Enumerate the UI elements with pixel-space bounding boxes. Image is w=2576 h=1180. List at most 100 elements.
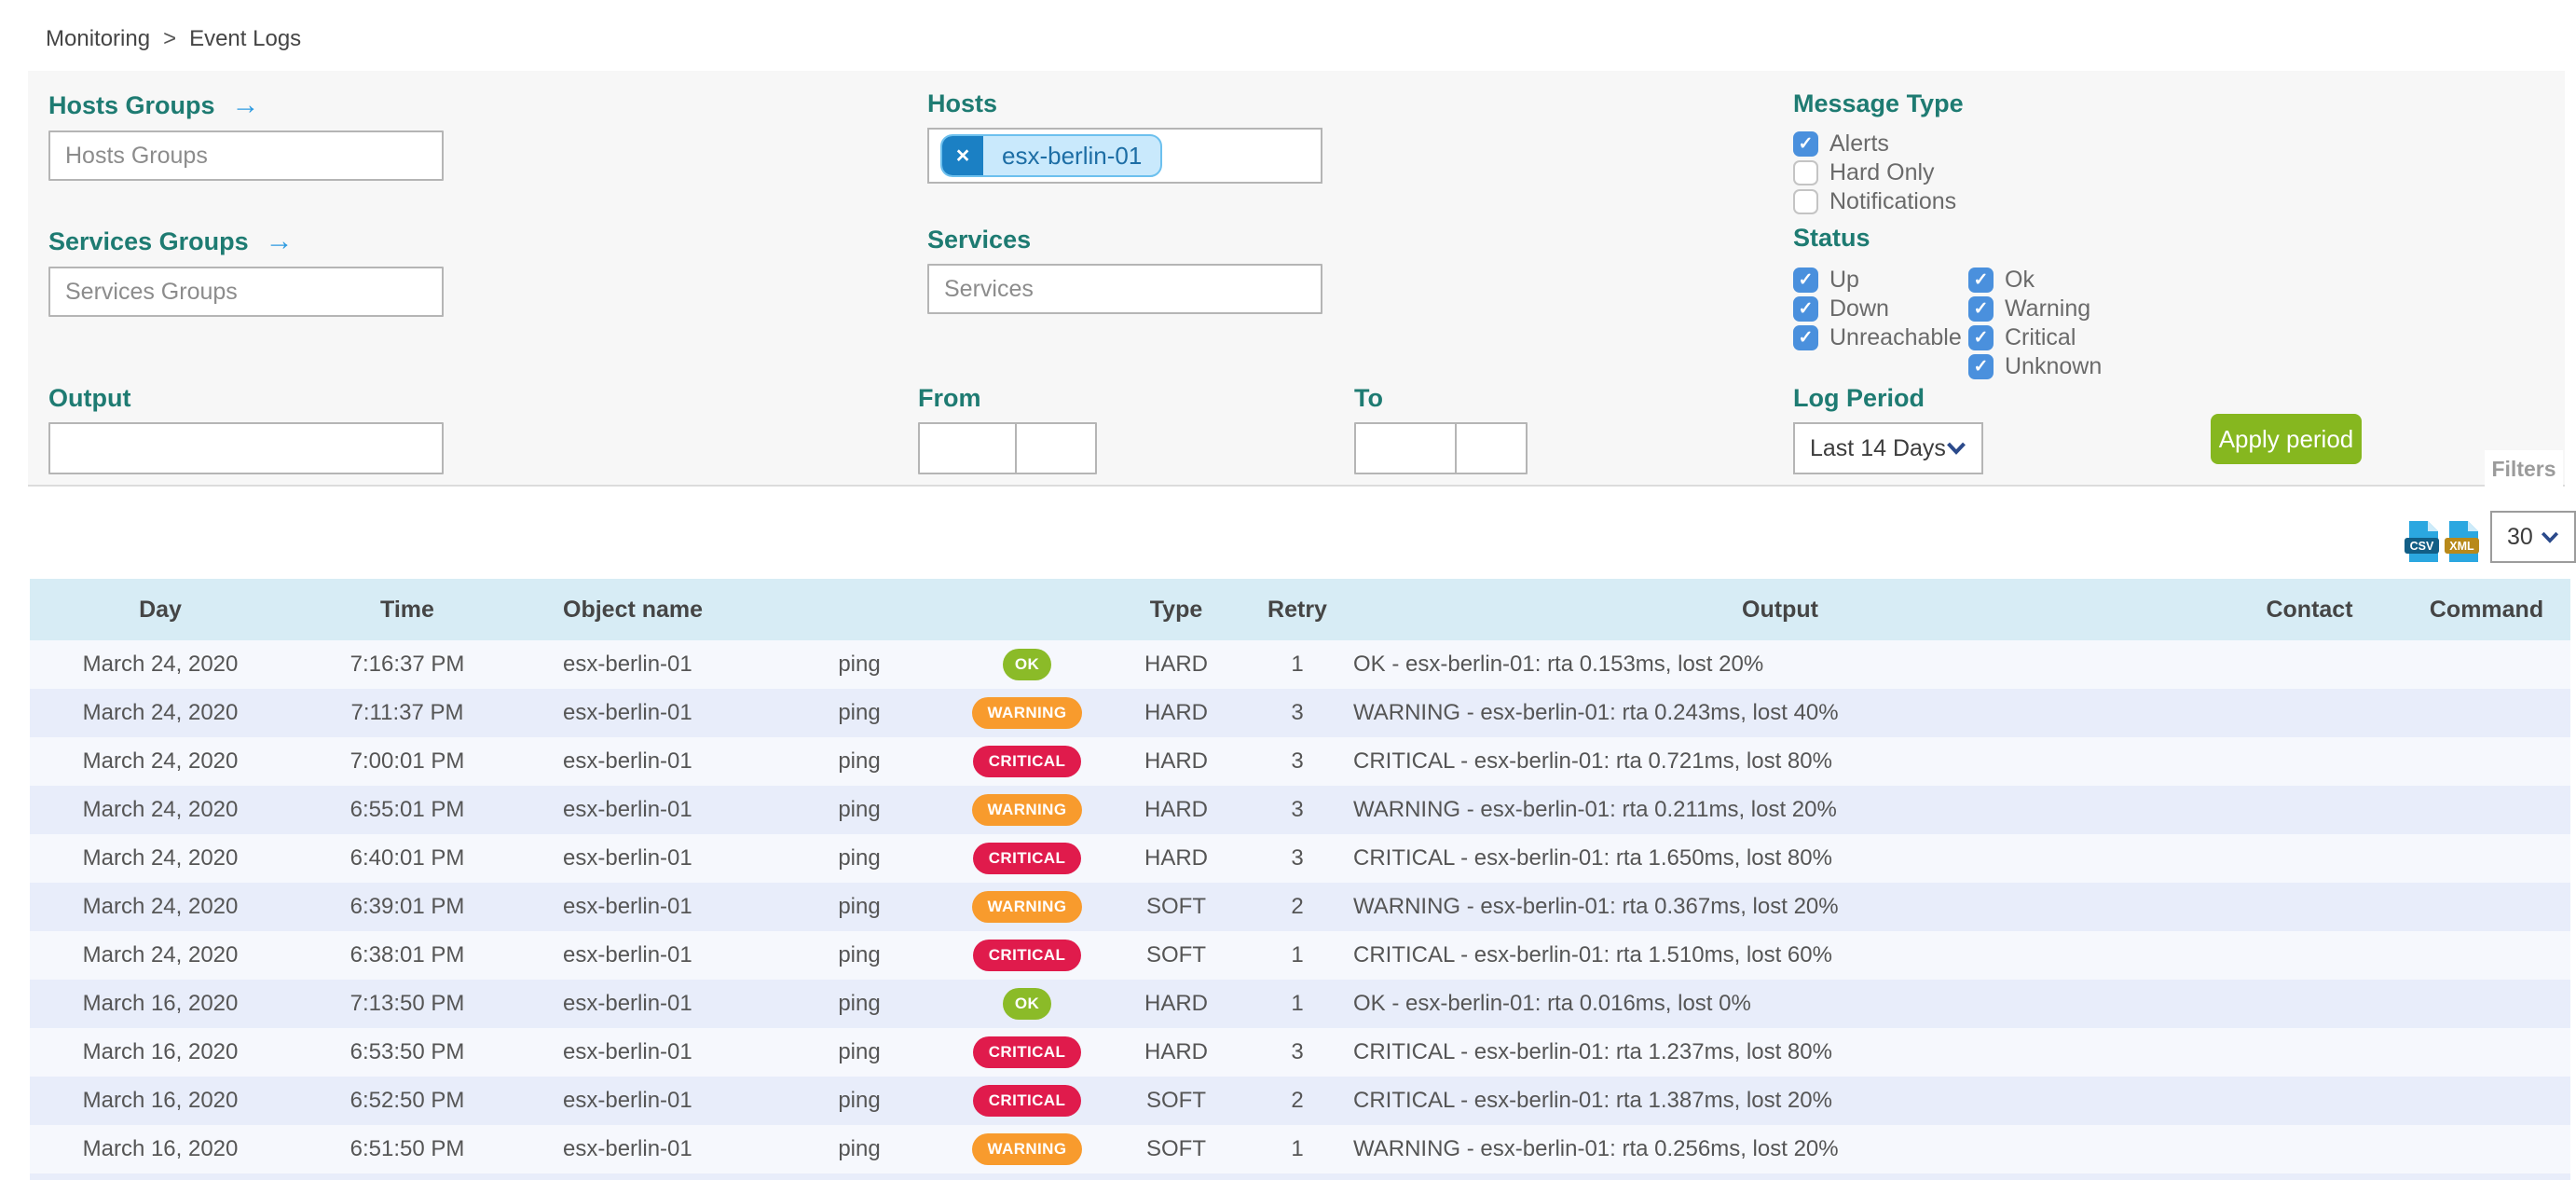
checkbox-up[interactable]: ✓ Up bbox=[1793, 266, 1968, 295]
checkbox-unreachable[interactable]: ✓ Unreachable bbox=[1793, 323, 1968, 352]
cell-service[interactable]: ping bbox=[838, 1039, 881, 1064]
checkbox-label: Down bbox=[1829, 295, 1889, 322]
hosts-input[interactable]: × esx-berlin-01 bbox=[927, 128, 1322, 184]
cell-object-name[interactable]: esx-berlin-01 bbox=[563, 1136, 692, 1161]
to-time-input[interactable] bbox=[1455, 422, 1528, 474]
checkbox-label: Alerts bbox=[1829, 130, 1889, 157]
cell-service[interactable]: ping bbox=[838, 991, 881, 1016]
checkbox-hard-only[interactable]: ✓ Hard Only bbox=[1793, 158, 1964, 187]
cell-service[interactable]: ping bbox=[838, 797, 881, 822]
arrow-right-icon[interactable]: → bbox=[265, 226, 294, 256]
cell-object-name[interactable]: esx-berlin-01 bbox=[563, 1088, 692, 1113]
cell-service[interactable]: ping bbox=[838, 942, 881, 967]
log-period-select[interactable]: Last 14 Days bbox=[1793, 422, 1983, 474]
cell-service[interactable]: ping bbox=[838, 748, 881, 774]
cell-object-name[interactable]: esx-berlin-01 bbox=[563, 700, 692, 725]
header-retry[interactable]: Retry bbox=[1267, 596, 1327, 623]
checkbox[interactable]: ✓ bbox=[1793, 189, 1818, 214]
table-row[interactable]: March 24, 2020 6:40:01 PM esx-berlin-01 … bbox=[30, 834, 2570, 883]
to-date-input[interactable] bbox=[1354, 422, 1457, 474]
checkbox-warning[interactable]: ✓ Warning bbox=[1968, 295, 2102, 323]
arrow-right-icon[interactable]: → bbox=[231, 89, 260, 120]
table-row[interactable]: March 16, 2020 6:51:50 PM esx-berlin-01 … bbox=[30, 1125, 2570, 1173]
checkbox-alerts[interactable]: ✓ Alerts bbox=[1793, 130, 1964, 158]
cell-status: WARNING bbox=[952, 794, 1102, 826]
header-command[interactable]: Command bbox=[2429, 596, 2544, 623]
services-input[interactable] bbox=[927, 264, 1322, 314]
cell-object-name[interactable]: esx-berlin-01 bbox=[563, 991, 692, 1016]
cell-service[interactable]: ping bbox=[838, 1088, 881, 1113]
checkbox[interactable]: ✓ bbox=[1968, 354, 1994, 379]
table-row[interactable]: March 16, 2020 6:53:50 PM esx-berlin-01 … bbox=[30, 1028, 2570, 1077]
header-output[interactable]: Output bbox=[1742, 596, 1818, 623]
services-groups-input[interactable] bbox=[48, 267, 444, 317]
table-row[interactable]: March 24, 2020 6:55:01 PM esx-berlin-01 … bbox=[30, 786, 2570, 834]
event-log-table: Day Time Object name Type Retry Output C… bbox=[30, 579, 2570, 1180]
checkbox-critical[interactable]: ✓ Critical bbox=[1968, 323, 2102, 352]
export-xml-icon[interactable]: XML bbox=[2445, 520, 2479, 563]
breadcrumb-event-logs[interactable]: Event Logs bbox=[189, 26, 302, 51]
from-time-input[interactable] bbox=[1015, 422, 1097, 474]
check-icon: ✓ bbox=[1798, 270, 1814, 290]
cell-service[interactable]: ping bbox=[838, 845, 881, 871]
page-size-select[interactable]: 30 bbox=[2490, 511, 2576, 563]
table-row[interactable]: March 24, 2020 6:39:01 PM esx-berlin-01 … bbox=[30, 883, 2570, 931]
checkbox-label: Unknown bbox=[2005, 353, 2103, 379]
cell-time: 6:40:01 PM bbox=[349, 845, 465, 871]
checkbox-ok[interactable]: ✓ Ok bbox=[1968, 266, 2102, 295]
cell-object-name[interactable]: esx-berlin-01 bbox=[563, 1039, 692, 1064]
checkbox[interactable]: ✓ bbox=[1793, 325, 1818, 350]
cell-time: 7:13:50 PM bbox=[349, 991, 465, 1016]
breadcrumb: Monitoring > Event Logs bbox=[46, 26, 301, 52]
cell-status: CRITICAL bbox=[952, 746, 1102, 777]
cell-day: March 24, 2020 bbox=[82, 748, 239, 774]
apply-period-button[interactable]: Apply period bbox=[2211, 414, 2362, 464]
filters-tab[interactable]: Filters bbox=[2485, 450, 2563, 488]
cell-object-name[interactable]: esx-berlin-01 bbox=[563, 942, 692, 967]
breadcrumb-monitoring[interactable]: Monitoring bbox=[46, 26, 151, 51]
cell-object-name[interactable]: esx-berlin-01 bbox=[563, 748, 692, 774]
cell-retry: 1 bbox=[1291, 652, 1304, 677]
status-badge: CRITICAL bbox=[972, 746, 1082, 777]
header-contact[interactable]: Contact bbox=[2266, 596, 2353, 623]
cell-object-name[interactable]: esx-berlin-01 bbox=[563, 652, 692, 677]
checkbox[interactable]: ✓ bbox=[1968, 296, 1994, 322]
cell-object-name[interactable]: esx-berlin-01 bbox=[563, 845, 692, 871]
header-type[interactable]: Type bbox=[1149, 596, 1203, 623]
checkbox-unknown[interactable]: ✓ Unknown bbox=[1968, 352, 2102, 381]
cell-object-name[interactable]: esx-berlin-01 bbox=[563, 894, 692, 919]
output-input[interactable] bbox=[48, 422, 444, 474]
hosts-groups-input[interactable] bbox=[48, 130, 444, 181]
checkbox[interactable]: ✓ bbox=[1968, 325, 1994, 350]
cell-service[interactable]: ping bbox=[838, 700, 881, 725]
header-time[interactable]: Time bbox=[380, 596, 434, 623]
cell-service[interactable]: ping bbox=[838, 894, 881, 919]
cell-time: 7:11:37 PM bbox=[350, 700, 464, 725]
checkbox[interactable]: ✓ bbox=[1793, 296, 1818, 322]
table-row[interactable]: March 24, 2020 7:16:37 PM esx-berlin-01 … bbox=[30, 640, 2570, 689]
services-label: Services bbox=[927, 226, 1032, 254]
cell-service[interactable]: ping bbox=[838, 1136, 881, 1161]
checkbox-notifications[interactable]: ✓ Notifications bbox=[1793, 187, 1964, 216]
cell-status: CRITICAL bbox=[952, 843, 1102, 874]
checkbox-label: Critical bbox=[2005, 324, 2076, 350]
checkbox[interactable]: ✓ bbox=[1793, 160, 1818, 185]
checkbox[interactable]: ✓ bbox=[1793, 131, 1818, 157]
header-object-name[interactable]: Object name bbox=[563, 596, 704, 623]
from-date-input[interactable] bbox=[918, 422, 1017, 474]
table-row[interactable]: March 16, 2020 6:52:50 PM esx-berlin-01 … bbox=[30, 1077, 2570, 1125]
table-row[interactable]: March 24, 2020 6:38:01 PM esx-berlin-01 … bbox=[30, 931, 2570, 980]
table-row[interactable]: March 24, 2020 7:00:01 PM esx-berlin-01 … bbox=[30, 737, 2570, 786]
cell-day: March 24, 2020 bbox=[82, 700, 239, 725]
cell-service[interactable]: ping bbox=[838, 652, 881, 677]
header-day[interactable]: Day bbox=[139, 596, 182, 623]
cell-object-name[interactable]: esx-berlin-01 bbox=[563, 797, 692, 822]
export-csv-icon[interactable]: CSV bbox=[2405, 520, 2439, 563]
checkbox[interactable]: ✓ bbox=[1968, 268, 1994, 293]
table-row[interactable]: March 24, 2020 7:11:37 PM esx-berlin-01 … bbox=[30, 689, 2570, 737]
table-row[interactable]: March 16, 2020 7:13:50 PM esx-berlin-01 … bbox=[30, 980, 2570, 1028]
checkbox-down[interactable]: ✓ Down bbox=[1793, 295, 1968, 323]
checkbox[interactable]: ✓ bbox=[1793, 268, 1818, 293]
remove-tag-icon[interactable]: × bbox=[942, 136, 983, 175]
cell-output: CRITICAL - esx-berlin-01: rta 1.387ms, l… bbox=[1353, 1088, 1832, 1113]
